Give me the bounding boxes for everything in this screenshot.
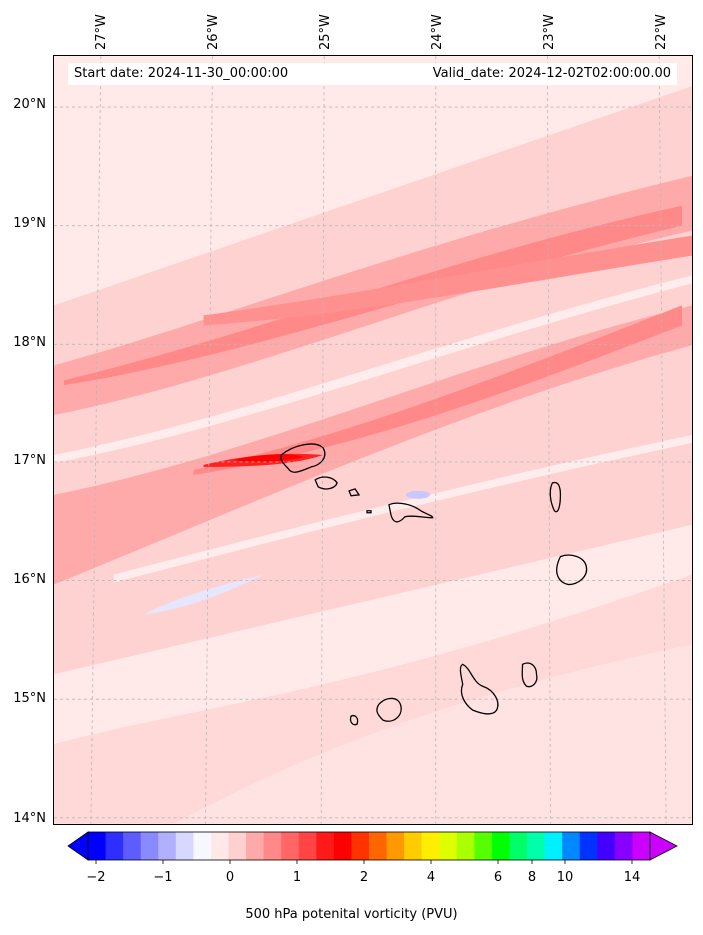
colorbar-segment: [193, 832, 212, 860]
island-fogo: [376, 697, 402, 722]
colorbar-segment: [404, 832, 423, 860]
longitude-label-25w: 25°W: [318, 14, 333, 50]
valid-date-label: Valid_date: 2024-12-02T02:00:00.00: [432, 66, 671, 81]
island-sao-vicente: [314, 476, 338, 490]
colorbar-tick-label: 1: [292, 870, 302, 885]
colorbar-tick-label: 2: [359, 870, 369, 885]
colorbar-segment: [562, 832, 581, 860]
colorbar-title: 500 hPa potenital vorticity (PVU): [245, 907, 458, 922]
island-sao-nicolau: [388, 502, 434, 523]
island-sal: [549, 481, 562, 513]
colorbar-tick-label: 8: [527, 870, 537, 885]
colorbar-segment: [298, 832, 317, 860]
colorbar-segment: [597, 832, 616, 860]
start-date-label: Start date: 2024-11-30_00:00:00: [74, 66, 289, 81]
pv-band-strong-2: [203, 235, 692, 326]
colorbar-segment: [210, 832, 229, 860]
island-santiago: [459, 663, 499, 715]
latitude-label-15n: 15°N: [13, 691, 46, 706]
colorbar-segment: [439, 832, 458, 860]
island-santo-antao: [280, 443, 326, 473]
colorbar-segment: [140, 832, 159, 860]
colorbar-segment: [175, 832, 194, 860]
latitude-label-19n: 19°N: [13, 216, 46, 231]
colorbar-segment: [369, 832, 388, 860]
colorbar-segment: [88, 832, 107, 860]
colorbar-segment: [632, 832, 651, 860]
colorbar-segment: [263, 832, 282, 860]
island-santa-luzia: [348, 488, 361, 497]
colorbar-segment: [544, 832, 563, 860]
latitude-label-17n: 17°N: [13, 453, 46, 468]
colorbar-extend-max: [649, 831, 678, 861]
longitude-label-23w: 23°W: [542, 14, 557, 50]
colorbar-segment: [105, 832, 124, 860]
colorbar-segment: [456, 832, 475, 860]
colorbar-segment: [123, 832, 142, 860]
colorbar-segment: [351, 832, 370, 860]
longitude-label-24w: 24°W: [430, 14, 445, 50]
longitude-label-26w: 26°W: [206, 14, 221, 50]
longitude-label-27w: 27°W: [94, 14, 109, 50]
latitude-label-20n: 20°N: [13, 97, 46, 112]
colorbar-segment: [228, 832, 247, 860]
colorbar-segment: [316, 832, 335, 860]
latitude-label-18n: 18°N: [13, 335, 46, 350]
island-maio: [521, 662, 538, 688]
header-box: [68, 63, 677, 85]
colorbar-tick-label: 0: [225, 870, 235, 885]
colorbar-extend-min: [67, 831, 89, 861]
island-boa-vista: [556, 554, 588, 586]
cape-verde-islands: [280, 443, 588, 726]
colorbar-border: [87, 831, 651, 861]
colorbar-segment: [491, 832, 510, 860]
potential-vorticity-map: [53, 55, 693, 825]
colorbar-segment: [386, 832, 405, 860]
latitude-label-14n: 14°N: [13, 811, 46, 826]
colorbar-segment: [579, 832, 598, 860]
colorbar-segment: [527, 832, 546, 860]
colorbar-tick-label: −2: [86, 870, 106, 885]
colorbar-segment: [281, 832, 300, 860]
colorbar: [67, 831, 678, 864]
colorbar-tick-label: 4: [426, 870, 436, 885]
colorbar-segment: [158, 832, 177, 860]
colorbar-segment: [614, 832, 633, 860]
longitude-label-22w: 22°W: [654, 14, 669, 50]
colorbar-segment: [474, 832, 493, 860]
colorbar-segment: [246, 832, 265, 860]
colorbar-tick-label: −1: [153, 870, 173, 885]
island-brava: [349, 715, 359, 726]
colorbar-segment: [333, 832, 352, 860]
colorbar-tick-label: 14: [623, 870, 641, 885]
colorbar-segment: [509, 832, 528, 860]
map-panel: [53, 55, 693, 825]
pv-negative-patch: [405, 490, 430, 499]
colorbar-tick-label: 6: [493, 870, 503, 885]
colorbar-segment: [421, 832, 440, 860]
island-raso: [366, 510, 372, 514]
map-gridlines: [54, 56, 692, 824]
latitude-label-16n: 16°N: [13, 572, 46, 587]
colorbar-tick-label: 10: [556, 870, 574, 885]
